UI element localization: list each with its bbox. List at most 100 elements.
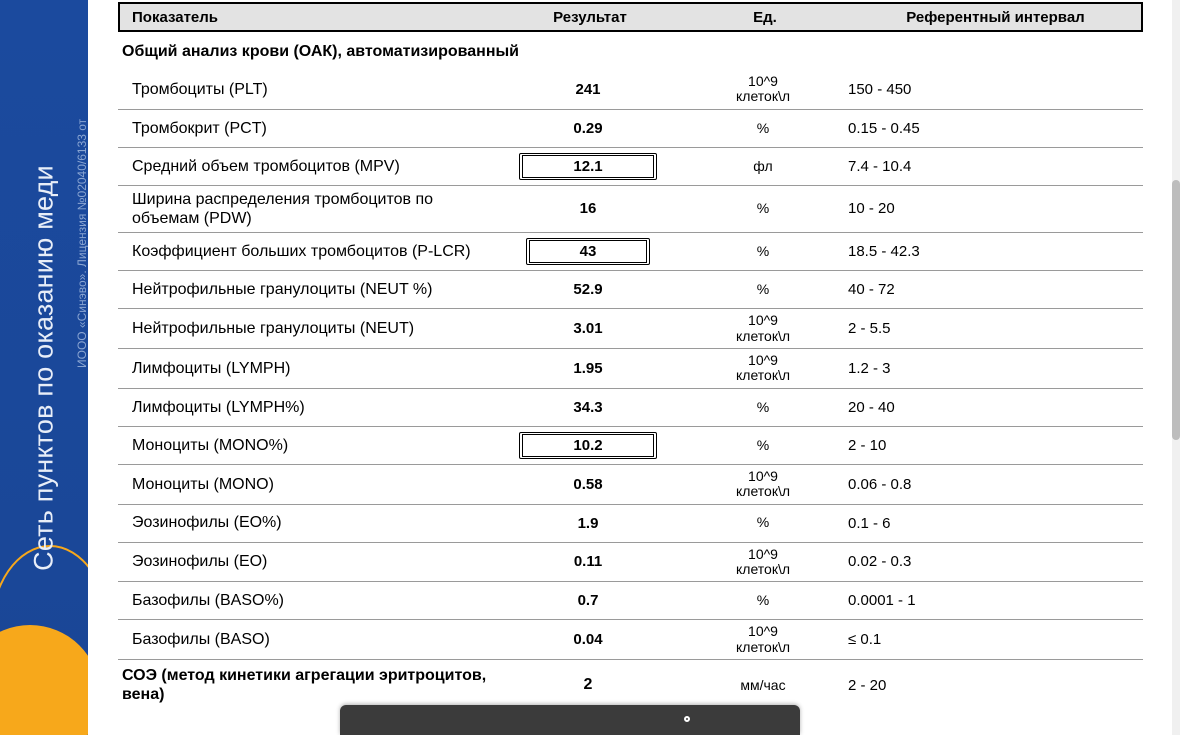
row-unit: 10^9 клеток\л [688, 313, 838, 344]
row-unit: 10^9 клеток\л [688, 624, 838, 655]
row-result-cell: 3.01 [488, 320, 688, 337]
section-title: Общий анализ крови (ОАК), автоматизирова… [118, 32, 1143, 70]
table-row: Моноциты (MONO%) 10.2%2 - 10 [118, 427, 1143, 465]
row-result-cell: 0.04 [488, 631, 688, 648]
row-ref: 0.06 - 0.8 [838, 476, 1143, 493]
row-ref: 7.4 - 10.4 [838, 158, 1143, 175]
table-row: Средний объем тромбоцитов (MPV) 12.1 фл7.4… [118, 148, 1143, 186]
row-unit: 10^9 клеток\л [688, 74, 838, 105]
row-unit: % [688, 400, 838, 415]
row-ref: 0.1 - 6 [838, 515, 1143, 532]
row-unit: % [688, 121, 838, 136]
table-row: Ширина распределения тромбоцитов по объе… [118, 186, 1143, 233]
row-unit: % [688, 282, 838, 297]
row-result-cell: 0.11 [488, 553, 688, 570]
header-col-unit: Ед. [690, 9, 840, 26]
row-name: Лимфоциты (LYMPH%) [118, 398, 488, 417]
row-unit: % [688, 515, 838, 530]
row-unit: 10^9 клеток\л [688, 547, 838, 578]
row-result: 241 [558, 81, 618, 98]
row-name: Моноциты (MONO%) [118, 436, 488, 455]
row-unit: 10^9 клеток\л [688, 353, 838, 384]
row-result: 16 [558, 200, 618, 217]
row-result: 0.04 [558, 631, 618, 648]
row-name: Коэффициент больших тромбоцитов (P-LCR) [118, 242, 488, 261]
table-row: Лимфоциты (LYMPH%) 34.3%20 - 40 [118, 389, 1143, 427]
row-name: Эозинофилы (EO) [118, 552, 488, 571]
row-unit: % [688, 593, 838, 608]
table-row: Нейтрофильные гранулоциты (NEUT %)52.9%4… [118, 271, 1143, 309]
row-result: 0.11 [558, 553, 618, 570]
row-unit: % [688, 201, 838, 216]
row-result: 0.58 [558, 476, 618, 493]
row-result-cell: 12.1 [488, 153, 688, 180]
header-col-ref: Референтный интервал [840, 9, 1141, 26]
row-name: Тромбоциты (PLT) [118, 80, 488, 99]
zoom-icon[interactable] [684, 716, 690, 722]
row-result-cell: 1.9 [488, 515, 688, 532]
row-ref: 1.2 - 3 [838, 360, 1143, 377]
row-result-cell: 241 [488, 81, 688, 98]
row-name: Базофилы (BASO%) [118, 591, 488, 610]
row-result-cell: 10.2 [488, 432, 688, 459]
row-result-cell: 0.7 [488, 592, 688, 609]
footer-row: СОЭ (метод кинетики агрегации эритроцито… [118, 660, 1143, 704]
row-ref: 0.02 - 0.3 [838, 553, 1143, 570]
table-row: Моноциты (MONO) 0.58 10^9 клеток\л0.06 - 0… [118, 465, 1143, 505]
row-name: Нейтрофильные гранулоциты (NEUT) [118, 319, 488, 338]
footer-name: СОЭ (метод кинетики агрегации эритроцито… [118, 666, 488, 704]
row-result-cell: 0.58 [488, 476, 688, 493]
row-result-cell: 1.95 [488, 360, 688, 377]
table-row: Базофилы (BASO) 0.04 10^9 клеток\л≤ 0.1 [118, 620, 1143, 660]
row-result: 3.01 [558, 320, 618, 337]
row-ref: ≤ 0.1 [838, 631, 1143, 648]
row-name: Тромбокрит (PCT) [118, 119, 488, 138]
row-ref: 10 - 20 [838, 200, 1143, 217]
row-ref: 2 - 10 [838, 437, 1143, 454]
row-ref: 0.0001 - 1 [838, 592, 1143, 609]
sidebar-subtitle: ИООО «Синэво». Лицензия №02040/6133 от [75, 118, 88, 367]
row-name: Средний объем тромбоцитов (MPV) [118, 157, 488, 176]
row-unit: 10^9 клеток\л [688, 469, 838, 500]
row-ref: 2 - 5.5 [838, 320, 1143, 337]
row-result: 1.95 [558, 360, 618, 377]
sidebar-title: Сеть пунктов по оказанию меди [29, 165, 60, 571]
decor-blob [0, 625, 88, 735]
row-ref: 0.15 - 0.45 [838, 120, 1143, 137]
row-result: 0.7 [558, 592, 618, 609]
row-result-highlight: 12.1 [519, 153, 656, 180]
row-name: Нейтрофильные гранулоциты (NEUT %) [118, 280, 488, 299]
row-unit: % [688, 438, 838, 453]
row-ref: 18.5 - 42.3 [838, 243, 1143, 260]
row-ref: 40 - 72 [838, 281, 1143, 298]
row-result-cell: 52.9 [488, 281, 688, 298]
row-result-cell: 0.29 [488, 120, 688, 137]
row-name: Ширина распределения тромбоцитов по объе… [118, 190, 488, 228]
table-row: Лимфоциты (LYMPH) 1.95 10^9 клеток\л1.2 - … [118, 349, 1143, 389]
row-result: 34.3 [558, 399, 618, 416]
footer-result: 2 [488, 676, 688, 694]
row-result-cell: 43 [488, 238, 688, 265]
table-row: Коэффициент больших тромбоцитов (P-LCR)4… [118, 233, 1143, 271]
row-unit: фл [688, 159, 838, 174]
row-result-highlight: 10.2 [519, 432, 656, 459]
footer-unit: мм/час [688, 677, 838, 693]
pdf-toolbar[interactable] [340, 705, 800, 735]
sidebar: Сеть пунктов по оказанию меди ИООО «Синэ… [0, 0, 88, 735]
row-result-cell: 16 [488, 200, 688, 217]
row-name: Базофилы (BASO) [118, 630, 488, 649]
table-row: Нейтрофильные гранулоциты (NEUT) 3.01 10^9… [118, 309, 1143, 349]
table-row: Базофилы (BASO%) 0.7%0.0001 - 1 [118, 582, 1143, 620]
row-result: 1.9 [558, 515, 618, 532]
row-unit: % [688, 244, 838, 259]
row-ref: 20 - 40 [838, 399, 1143, 416]
table-row: Тромбоциты (PLT)24110^9 клеток\л150 - 45… [118, 70, 1143, 110]
table-header: Показатель Результат Ед. Референтный инт… [118, 2, 1143, 32]
page: Сеть пунктов по оказанию меди ИООО «Синэ… [0, 0, 1183, 735]
table-body: Тромбоциты (PLT)24110^9 клеток\л150 - 45… [118, 70, 1143, 660]
row-name: Моноциты (MONO) [118, 475, 488, 494]
row-name: Лимфоциты (LYMPH) [118, 359, 488, 378]
table-row: Эозинофилы (EO) 0.11 10^9 клеток\л0.02 - 0… [118, 543, 1143, 583]
row-name: Эозинофилы (EO%) [118, 513, 488, 532]
header-col-name: Показатель [120, 9, 490, 26]
